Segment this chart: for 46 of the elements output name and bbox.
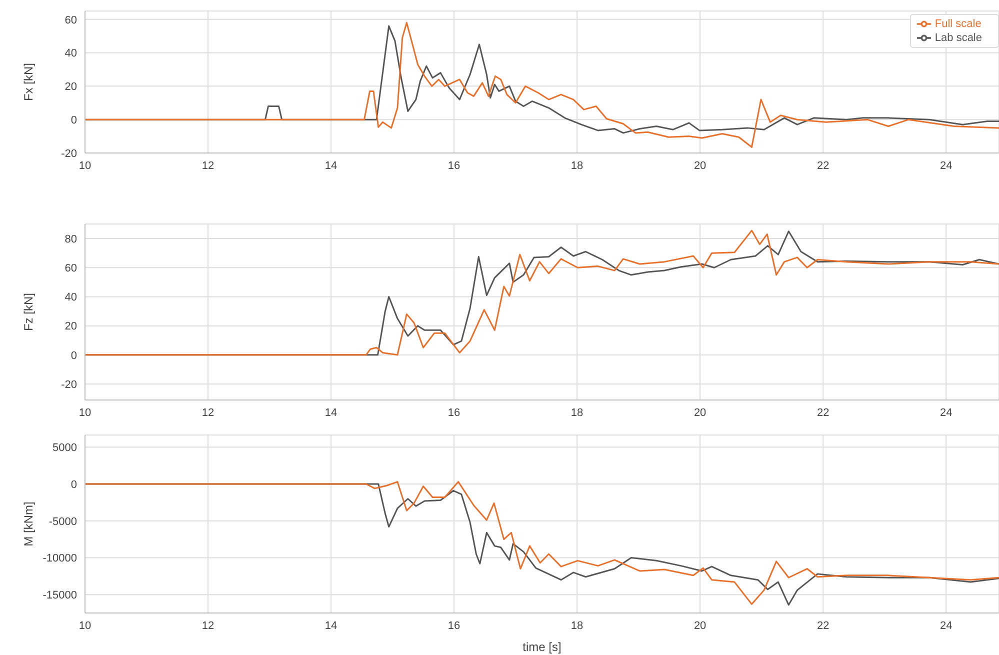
x-tick-label: 16 xyxy=(448,160,460,172)
legend-label: Lab scale xyxy=(934,32,982,44)
y-axis-title: Fz [kN] xyxy=(21,293,36,331)
y-tick-label: 80 xyxy=(64,233,77,246)
x-tick-label: 12 xyxy=(202,620,214,632)
y-tick-label: -5000 xyxy=(48,516,77,528)
y-tick-label: -20 xyxy=(61,148,77,160)
x-tick-label: 14 xyxy=(324,406,338,419)
y-tick-label: -15000 xyxy=(42,589,77,602)
x-tick-label: 18 xyxy=(570,406,584,419)
x-tick-label: 12 xyxy=(202,160,214,172)
y-tick-label: 0 xyxy=(70,114,77,126)
y-tick-label: -20 xyxy=(61,378,77,391)
x-axis-title: time [s] xyxy=(522,640,562,654)
y-tick-label: 5000 xyxy=(52,442,77,454)
y-tick-label: 40 xyxy=(64,48,77,60)
x-tick-label: 24 xyxy=(940,406,952,419)
x-tick-label: 12 xyxy=(202,406,214,419)
y-tick-label: 60 xyxy=(64,262,77,275)
x-tick-label: 10 xyxy=(78,620,92,632)
x-tick-label: 22 xyxy=(816,160,830,172)
x-tick-label: 14 xyxy=(324,620,338,632)
x-tick-label: 22 xyxy=(816,406,830,419)
y-tick-label: -10000 xyxy=(42,552,77,565)
x-tick-label: 20 xyxy=(694,620,706,632)
y-tick-label: 20 xyxy=(64,320,77,333)
x-tick-label: 16 xyxy=(448,620,460,632)
x-tick-label: 16 xyxy=(448,406,460,419)
x-tick-label: 20 xyxy=(694,160,706,172)
legend-label: Full scale xyxy=(934,18,982,30)
y-axis-title: Fx [kN] xyxy=(21,63,36,101)
y-tick-label: 60 xyxy=(64,14,77,26)
y-tick-label: 0 xyxy=(70,350,77,362)
x-tick-label: 20 xyxy=(694,406,706,419)
y-tick-label: 40 xyxy=(64,292,77,304)
x-tick-label: 10 xyxy=(78,160,92,172)
x-tick-label: 22 xyxy=(816,620,830,632)
y-tick-label: 0 xyxy=(70,478,77,491)
x-tick-label: 24 xyxy=(940,620,952,632)
x-tick-label: 10 xyxy=(78,406,92,419)
x-tick-label: 18 xyxy=(570,160,584,172)
x-tick-label: 18 xyxy=(570,620,584,632)
x-tick-label: 24 xyxy=(940,160,952,172)
y-tick-label: 20 xyxy=(64,81,77,94)
y-axis-title: M [kNm] xyxy=(21,502,36,546)
x-tick-label: 14 xyxy=(324,160,338,172)
